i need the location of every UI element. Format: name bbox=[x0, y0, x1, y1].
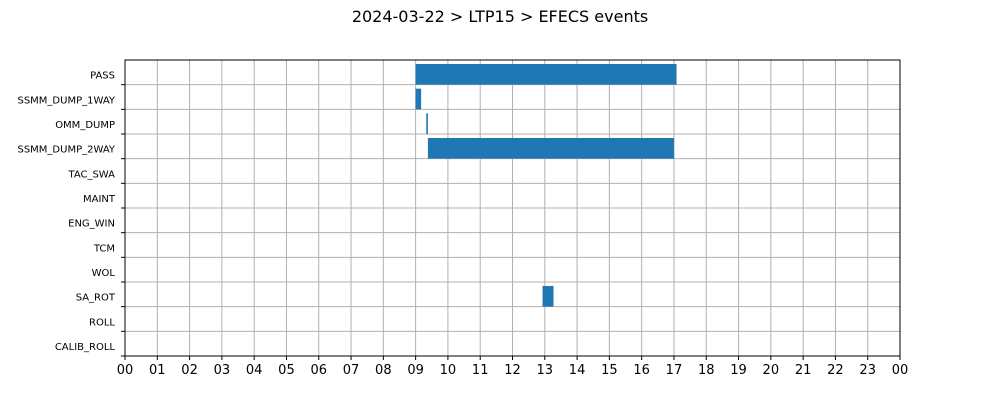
grid bbox=[125, 60, 900, 356]
event-bar-ssmm-dump-1way bbox=[415, 88, 422, 110]
x-tick-label: 13 bbox=[537, 363, 554, 378]
x-tick-label: 11 bbox=[472, 363, 489, 378]
x-tick-label: 06 bbox=[310, 363, 327, 378]
bars bbox=[415, 64, 677, 307]
x-tick-label: 20 bbox=[763, 363, 780, 378]
x-tick-label: 17 bbox=[666, 363, 683, 378]
x-tick-label: 10 bbox=[440, 363, 457, 378]
x-tick-label: 09 bbox=[407, 363, 424, 378]
x-tick-label: 15 bbox=[601, 363, 618, 378]
x-tick-label: 05 bbox=[278, 363, 295, 378]
event-bar-ssmm-dump-2way bbox=[427, 138, 674, 159]
x-tick-label: 19 bbox=[730, 363, 747, 378]
event-bar-sa-rot bbox=[542, 286, 554, 307]
y-tick-label: WOL bbox=[92, 268, 116, 279]
ticks: 00 01 02 03 04 05 06 07 08 09 10 11 12 13 14 15 16 17 18 19… bbox=[17, 71, 908, 378]
event-bar-omm-dump bbox=[426, 113, 428, 134]
y-tick-label: SA_ROT bbox=[76, 293, 116, 304]
y-tick-label: TCM bbox=[93, 243, 115, 254]
y-tick-label: TAC_SWA bbox=[67, 169, 115, 180]
event-bar-pass bbox=[415, 64, 677, 85]
x-tick-label: 22 bbox=[827, 363, 844, 378]
x-tick-label: 04 bbox=[246, 363, 263, 378]
x-tick-label: 21 bbox=[795, 363, 812, 378]
y-tick-label: SSMM_DUMP_1WAY bbox=[17, 95, 115, 106]
y-tick-label: MAINT bbox=[83, 194, 116, 205]
x-tick-label: 00 bbox=[892, 363, 909, 378]
x-tick-label: 02 bbox=[181, 363, 198, 378]
x-tick-label: 00 bbox=[117, 363, 134, 378]
y-tick-label: CALIB_ROLL bbox=[55, 342, 116, 353]
x-tick-label: 14 bbox=[569, 363, 586, 378]
y-tick-label: OMM_DUMP bbox=[55, 120, 115, 131]
y-tick-label: ENG_WIN bbox=[68, 219, 115, 230]
x-tick-label: 07 bbox=[343, 363, 360, 378]
x-tick-label: 12 bbox=[504, 363, 521, 378]
x-tick-label: 16 bbox=[633, 363, 650, 378]
y-tick-label: PASS bbox=[90, 71, 115, 82]
y-tick-label: SSMM_DUMP_2WAY bbox=[17, 145, 115, 156]
chart-title: 2024-03-22 > LTP15 > EFECS events bbox=[352, 7, 648, 26]
x-tick-label: 01 bbox=[149, 363, 166, 378]
x-tick-label: 03 bbox=[214, 363, 231, 378]
x-tick-label: 08 bbox=[375, 363, 392, 378]
y-tick-label: ROLL bbox=[89, 317, 115, 328]
x-tick-label: 23 bbox=[859, 363, 876, 378]
x-tick-label: 18 bbox=[698, 363, 715, 378]
